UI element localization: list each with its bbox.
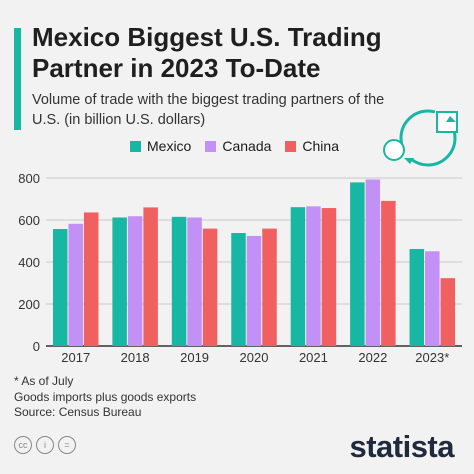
x-tick-label: 2018 <box>121 350 150 365</box>
legend-swatch-canada <box>205 140 217 152</box>
legend-label-canada: Canada <box>222 138 272 154</box>
legend-swatch-china <box>285 140 297 152</box>
legend-label-mexico: Mexico <box>147 138 192 154</box>
accent-bar <box>14 28 21 130</box>
bar-canada <box>306 206 321 346</box>
x-tick-label: 2023* <box>415 350 449 365</box>
bar-mexico <box>409 248 425 346</box>
bar-mexico <box>52 229 68 346</box>
y-tick-label: 600 <box>18 213 40 228</box>
trade-cycle-icon <box>383 109 458 167</box>
bar-mexico <box>112 217 127 346</box>
bar-china <box>143 207 158 346</box>
bar-canada <box>246 235 262 346</box>
legend-item-canada: Canada <box>205 138 271 154</box>
bar-canada <box>365 179 381 346</box>
x-tick-label: 2020 <box>240 350 269 365</box>
bar-china <box>262 228 277 346</box>
y-tick-label: 400 <box>18 255 40 270</box>
bar-mexico <box>350 182 365 346</box>
legend-item-china: China <box>285 138 339 154</box>
definition-note: Goods imports plus goods exports <box>14 389 197 404</box>
statista-logo[interactable]: statista <box>349 429 454 464</box>
x-tick-label: 2022 <box>358 350 387 365</box>
bar-canada <box>425 251 440 346</box>
legend-item-mexico: Mexico <box>130 138 191 154</box>
bar-china <box>440 278 456 346</box>
by-icon[interactable]: i <box>36 436 54 454</box>
chart-legend: Mexico Canada China <box>130 138 353 154</box>
bar-canada <box>127 216 143 346</box>
footnote: * As of July <box>14 374 74 388</box>
x-tick-label: 2021 <box>299 350 328 365</box>
license-icons: cc i = <box>14 436 80 454</box>
y-tick-label: 800 <box>18 171 40 186</box>
bar-mexico <box>290 207 306 346</box>
chart-notes: * As of July Goods imports plus goods ex… <box>14 374 196 421</box>
legend-label-china: China <box>302 138 339 154</box>
bar-canada <box>187 217 202 346</box>
chart-title: Mexico Biggest U.S. Trading Partner in 2… <box>32 22 382 83</box>
bar-china <box>202 228 218 346</box>
y-tick-label: 200 <box>18 297 40 312</box>
chart-subtitle: Volume of trade with the biggest trading… <box>32 92 385 128</box>
footer: cc i = statista <box>0 425 474 474</box>
bar-mexico <box>171 216 187 346</box>
bar-mexico <box>231 233 246 346</box>
bar-china <box>381 200 396 346</box>
nd-icon[interactable]: = <box>58 436 76 454</box>
x-tick-label: 2017 <box>61 350 90 365</box>
bar-china <box>321 208 337 346</box>
source-note: Source: Census Bureau <box>14 405 142 419</box>
x-tick-label: 2019 <box>180 350 209 365</box>
bar-china <box>83 212 99 346</box>
bar-canada <box>68 223 83 346</box>
y-tick-label: 0 <box>33 339 40 354</box>
cc-icon[interactable]: cc <box>14 436 32 454</box>
bar-chart: 0 200 400 600 800 2017 2018 2019 2020 2021 2022 202… <box>18 171 462 365</box>
legend-swatch-mexico <box>130 140 141 152</box>
